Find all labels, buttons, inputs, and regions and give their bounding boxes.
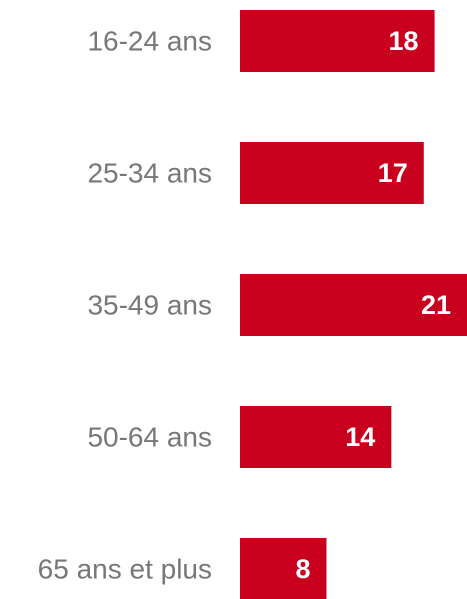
value-label: 14 — [345, 422, 375, 452]
value-label: 21 — [421, 290, 451, 320]
bar — [240, 10, 435, 72]
value-label: 18 — [389, 26, 419, 56]
value-label: 8 — [295, 554, 310, 584]
value-label: 17 — [378, 158, 408, 188]
bar — [240, 274, 467, 336]
bar — [240, 538, 327, 599]
category-label: 65 ans et plus — [38, 553, 212, 584]
bar — [240, 142, 424, 204]
category-label: 25-34 ans — [87, 157, 212, 188]
category-label: 35-49 ans — [87, 289, 212, 320]
category-label: 50-64 ans — [87, 421, 212, 452]
category-label: 16-24 ans — [87, 25, 212, 56]
bar — [240, 406, 392, 468]
